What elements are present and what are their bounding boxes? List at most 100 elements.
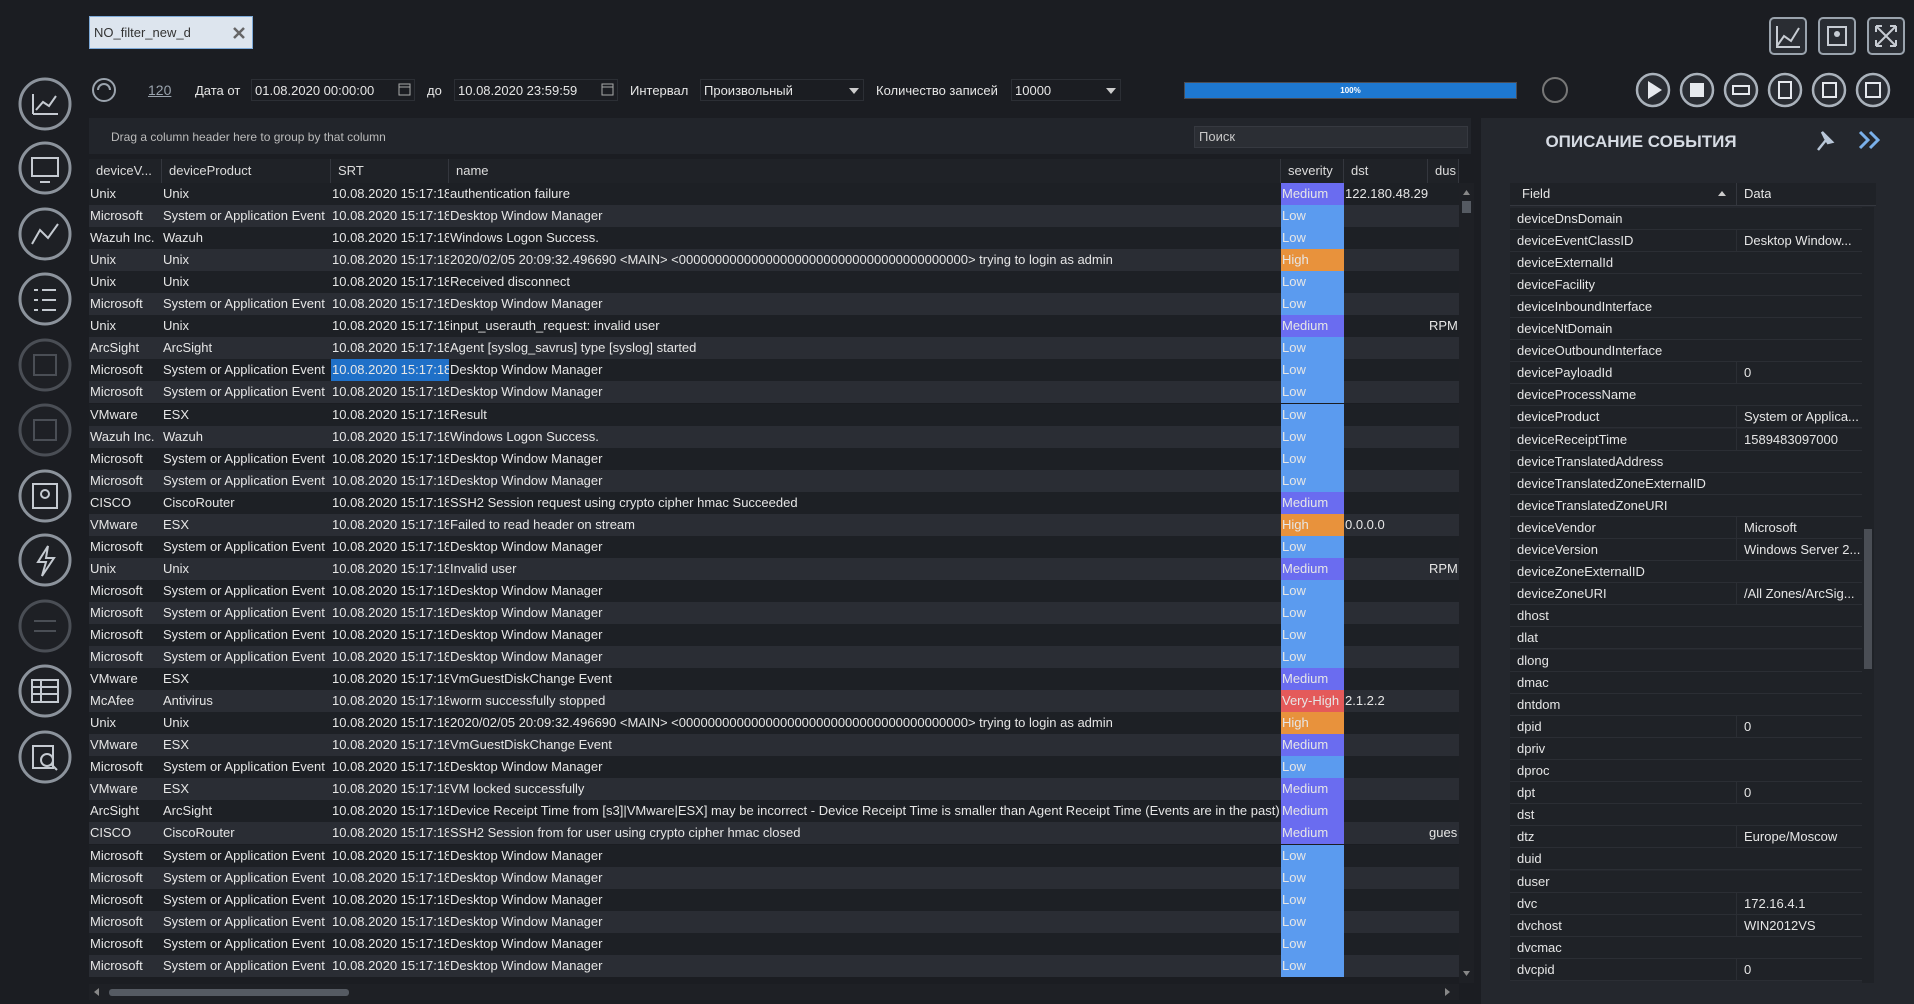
grid-row[interactable]: Microsoft System or Application Event 10.0… [89, 932, 1459, 955]
grid-row[interactable]: Unix Unix 10.08.2020 15:17:18 2020/02/05 20… [89, 712, 1459, 735]
grid-row[interactable]: Microsoft System or Application Event 10.0… [89, 646, 1459, 669]
details-row[interactable]: deviceVersion Windows Server 2... [1510, 539, 1862, 562]
details-row[interactable]: dlong [1510, 649, 1862, 672]
grid-row[interactable]: ArcSight ArcSight 10.08.2020 15:17:18 Devic… [89, 800, 1459, 823]
details-row[interactable]: deviceDnsDomain [1510, 207, 1862, 230]
details-row[interactable]: dvcpid 0 [1510, 958, 1862, 981]
details-row[interactable]: deviceZoneExternalID [1510, 561, 1862, 584]
details-row[interactable]: devicePayloadId 0 [1510, 362, 1862, 385]
details-row[interactable]: deviceEventClassID Desktop Window... [1510, 229, 1862, 252]
details-row[interactable]: duser [1510, 870, 1862, 893]
details-row[interactable]: deviceExternalId [1510, 251, 1862, 274]
details-column[interactable]: Data [1736, 183, 1771, 205]
pin-button[interactable] [1817, 131, 1835, 151]
nav-monitor[interactable] [18, 141, 72, 195]
grid-row[interactable]: Microsoft System or Application Event 10.0… [89, 910, 1459, 933]
column-header[interactable]: SRT [331, 159, 449, 183]
chart-button[interactable] [1769, 17, 1807, 55]
grid-row[interactable]: Microsoft System or Application Event 10.0… [89, 844, 1459, 867]
collapse-button[interactable] [1858, 130, 1881, 150]
clock-button[interactable] [1542, 77, 1568, 103]
grid-row[interactable]: Unix Unix 10.08.2020 15:17:18 Received disc… [89, 271, 1459, 294]
grid-row[interactable]: Unix Unix 10.08.2020 15:17:18 Invalid user M… [89, 557, 1459, 580]
column-header[interactable]: name [449, 159, 1281, 183]
nav-events[interactable] [18, 533, 72, 587]
details-row[interactable]: dlat [1510, 627, 1862, 650]
nav-users[interactable] [18, 469, 72, 523]
details-row[interactable]: deviceTranslatedZoneURI [1510, 494, 1862, 517]
grid-row[interactable]: Wazuh Inc. Wazuh 10.08.2020 15:17:18 Window… [89, 425, 1459, 448]
details-row[interactable]: deviceProcessName [1510, 384, 1862, 407]
details-row[interactable]: dpid 0 [1510, 715, 1862, 738]
details-column[interactable]: Field [1522, 186, 1551, 201]
grid-row[interactable]: Unix Unix 10.08.2020 15:17:18 input_useraut… [89, 315, 1459, 338]
details-row[interactable]: dpt 0 [1510, 782, 1862, 805]
grid-row[interactable]: Microsoft System or Application Event 10.0… [89, 381, 1459, 404]
details-row[interactable]: dvcmac [1510, 936, 1862, 959]
grid-row[interactable]: Microsoft System or Application Event 10.0… [89, 359, 1459, 382]
grid-row[interactable]: Microsoft System or Application Event 10.0… [89, 888, 1459, 911]
details-row[interactable]: dproc [1510, 760, 1862, 783]
details-row[interactable]: deviceReceiptTime 1589483097000 [1510, 428, 1862, 451]
tab[interactable]: NO_filter_new_d [89, 16, 253, 49]
grid-row[interactable]: VMware ESX 10.08.2020 15:17:18 Failed to re… [89, 513, 1459, 536]
nav-modules[interactable] [18, 338, 72, 392]
nav-table[interactable] [18, 664, 72, 718]
details-row[interactable]: dst [1510, 804, 1862, 827]
details-row[interactable]: dmac [1510, 671, 1862, 694]
grid-vscroll[interactable] [1459, 183, 1474, 983]
grid-row[interactable]: Microsoft System or Application Event 10.0… [89, 756, 1459, 779]
grid-row[interactable]: ArcSight ArcSight 10.08.2020 15:17:18 Agent… [89, 337, 1459, 360]
grid-row[interactable]: CISCO CiscoRouter 10.08.2020 15:17:18 SSH2 … [89, 491, 1459, 514]
details-row[interactable]: deviceTranslatedAddress [1510, 450, 1862, 473]
tab-close[interactable] [232, 26, 246, 40]
grid-row[interactable]: CISCO CiscoRouter 10.08.2020 15:17:18 SSH2 … [89, 822, 1459, 845]
grid-row[interactable]: McAfee Antivirus 10.08.2020 15:17:18 worm s… [89, 690, 1459, 713]
grid-row[interactable]: Microsoft System or Application Event 10.0… [89, 469, 1459, 492]
column-header[interactable]: deviceProduct [162, 159, 331, 183]
nav-mail[interactable] [18, 403, 72, 457]
date-from-input[interactable]: 01.08.2020 00:00:00 [251, 79, 415, 101]
grid-row[interactable]: Microsoft System or Application Event 10.0… [89, 205, 1459, 228]
export-button[interactable] [1811, 72, 1847, 108]
nav-settings[interactable] [18, 599, 72, 653]
grid-row[interactable]: VMware ESX 10.08.2020 15:17:18 VmGuestDiskC… [89, 668, 1459, 691]
details-row[interactable]: dpriv [1510, 737, 1862, 760]
grid-row[interactable]: Microsoft System or Application Event 10.0… [89, 624, 1459, 647]
details-row[interactable]: dvc 172.16.4.1 [1510, 892, 1862, 915]
column-header[interactable]: dus [1428, 159, 1459, 183]
counter[interactable]: 120 [148, 82, 172, 98]
refresh-icon[interactable] [92, 78, 116, 102]
details-row[interactable]: deviceTranslatedZoneExternalID [1510, 472, 1862, 495]
details-row[interactable]: deviceInboundInterface [1510, 295, 1862, 318]
grid-row[interactable]: Microsoft System or Application Event 10.0… [89, 866, 1459, 889]
details-row[interactable]: duid [1510, 848, 1862, 871]
grid-row[interactable]: Wazuh Inc. Wazuh 10.08.2020 15:17:18 Window… [89, 227, 1459, 250]
nav-search[interactable] [18, 730, 72, 784]
details-vscroll[interactable] [1862, 207, 1874, 983]
grid-row[interactable]: Microsoft System or Application Event 10.0… [89, 535, 1459, 558]
details-row[interactable]: deviceVendor Microsoft [1510, 516, 1862, 539]
report-button[interactable] [1767, 72, 1803, 108]
details-row[interactable]: deviceNtDomain [1510, 318, 1862, 341]
details-row[interactable]: deviceZoneURI/All Zones/ArcSig... [1510, 583, 1862, 606]
details-row[interactable]: dtz Europe/Moscow [1510, 826, 1862, 849]
grid-row[interactable]: Microsoft System or Application Event 10.0… [89, 954, 1459, 977]
grid-row[interactable]: VMware ESX 10.08.2020 15:17:18 VM locked su… [89, 778, 1459, 801]
grid-row[interactable]: Microsoft System or Application Event 10.0… [89, 447, 1459, 470]
grid-row[interactable]: Microsoft System or Application Event 10.0… [89, 293, 1459, 316]
column-header[interactable]: deviceV... [89, 159, 162, 183]
count-dropdown[interactable]: 10000 [1011, 79, 1121, 101]
details-row[interactable]: dvchost WIN2012VS [1510, 914, 1862, 937]
print-button[interactable] [1723, 72, 1759, 108]
save-button[interactable] [1855, 72, 1891, 108]
grid-row[interactable]: VMware ESX 10.08.2020 15:17:18 VmGuestDiskC… [89, 734, 1459, 757]
grid-row[interactable]: VMware ESX 10.08.2020 15:17:18 Result Low [89, 403, 1459, 426]
grid-row[interactable]: Unix Unix 10.08.2020 15:17:18 2020/02/05 20… [89, 249, 1459, 272]
details-row[interactable]: deviceOutboundInterface [1510, 340, 1862, 363]
column-header[interactable]: dst [1344, 159, 1428, 183]
interval-dropdown[interactable]: Произвольный [700, 79, 864, 101]
search-box[interactable]: Поиск [1194, 126, 1468, 148]
column-header[interactable]: severity [1281, 159, 1344, 183]
grid-row[interactable]: Microsoft System or Application Event 10.0… [89, 601, 1459, 624]
